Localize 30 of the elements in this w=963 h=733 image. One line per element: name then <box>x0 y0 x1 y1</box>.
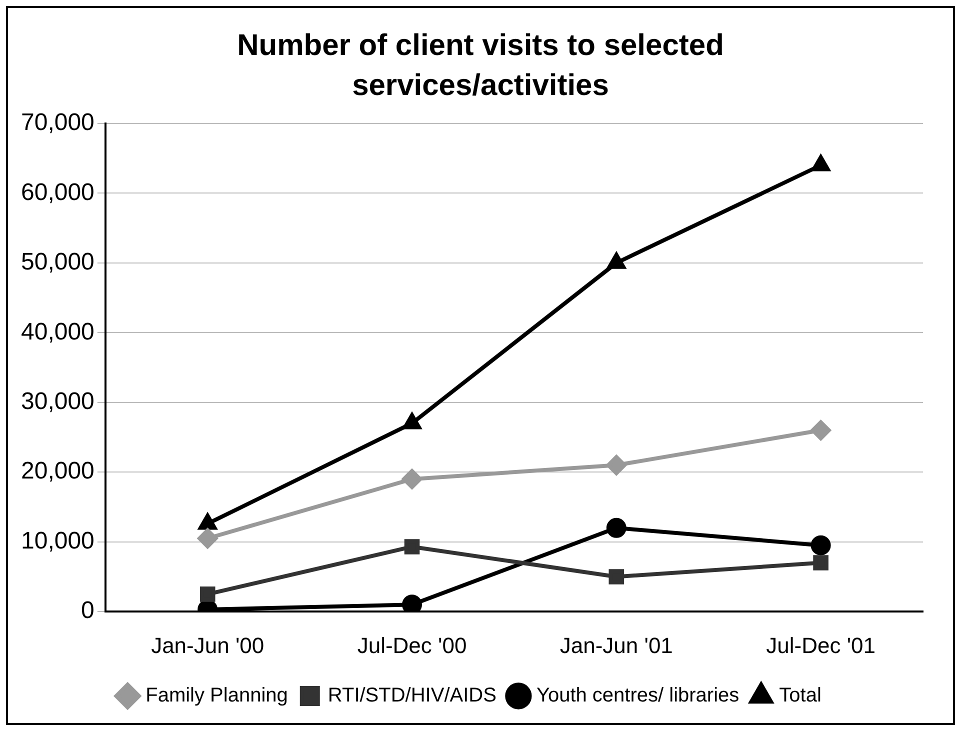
point <box>810 420 831 440</box>
x-tick-label: Jul-Dec '00 <box>357 632 467 658</box>
legend-label: RTI/STD/HIV/AIDS <box>328 684 496 707</box>
point <box>813 555 828 570</box>
point <box>606 518 626 538</box>
x-tick-label: Jan-Jun '01 <box>560 632 673 658</box>
point <box>200 586 216 602</box>
chart-title: Number of client visits to selected services/activities <box>236 28 725 104</box>
x-tick-label: Jan-Jun '00 <box>151 632 264 658</box>
point <box>607 252 626 269</box>
y-tick-label: 70,000 <box>21 109 94 136</box>
point <box>403 413 421 430</box>
y-tick-label: 20,000 <box>21 458 94 485</box>
point <box>606 455 626 476</box>
y-tick-label: 0 <box>81 597 94 624</box>
legend-label: Family Planning <box>146 684 288 707</box>
legend-label: Total <box>779 684 822 707</box>
y-tick-label: 30,000 <box>21 388 94 415</box>
x-tick-label: Jul-Dec '01 <box>766 632 876 658</box>
point <box>810 535 831 556</box>
point <box>198 528 218 548</box>
legend-label: Youth centres/ libraries <box>536 684 740 707</box>
point <box>402 469 422 490</box>
y-tick-label: 40,000 <box>21 318 94 346</box>
point <box>812 155 830 172</box>
point <box>608 569 624 584</box>
y-tick-label: 60,000 <box>21 178 94 206</box>
y-tick-label: 50,000 <box>21 248 94 276</box>
point <box>404 539 420 554</box>
y-tick-label: 10,000 <box>21 527 94 554</box>
